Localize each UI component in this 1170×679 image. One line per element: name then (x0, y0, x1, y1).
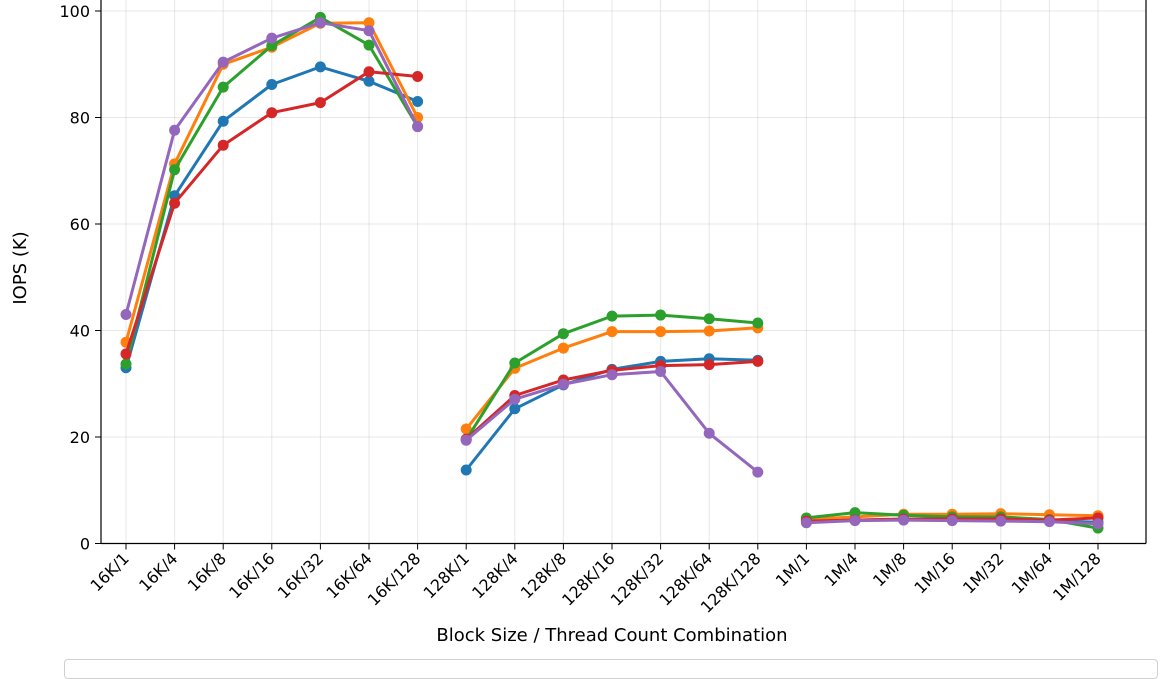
data-point (460, 464, 472, 476)
y-tick-label: 60 (70, 215, 90, 234)
grid (101, 0, 1146, 544)
data-point (703, 325, 715, 337)
series-layer (120, 11, 1104, 534)
x-tick-label: 1M/16 (910, 549, 959, 598)
data-point (266, 78, 278, 90)
data-point (752, 466, 764, 478)
x-tick-label: 1M/128 (1049, 549, 1105, 605)
data-point (509, 393, 521, 405)
series-5 (120, 17, 1104, 530)
data-point (412, 96, 424, 108)
data-point (460, 423, 472, 435)
x-tick-label: 16K/128 (364, 549, 425, 610)
data-point (412, 70, 424, 82)
data-point (217, 139, 229, 151)
data-point (606, 369, 618, 381)
data-point (606, 326, 618, 338)
y-tick-label: 40 (70, 322, 90, 341)
data-point (557, 342, 569, 354)
data-point (314, 97, 326, 109)
y-tick-label: 0 (80, 535, 90, 554)
data-point (266, 32, 278, 44)
data-point (169, 164, 181, 176)
data-point (460, 434, 472, 446)
data-point (363, 25, 375, 37)
y-axis-label: IOPS (K) (10, 231, 31, 304)
data-point (412, 121, 424, 133)
x-tick-label: 16K/4 (135, 549, 181, 595)
data-point (800, 517, 812, 529)
axes (100, 0, 1147, 545)
data-point (703, 359, 715, 371)
x-tick-label: 16K/1 (87, 549, 133, 595)
data-point (1043, 516, 1055, 528)
data-point (217, 56, 229, 68)
x-tick-label: 16K/16 (225, 549, 278, 602)
data-point (557, 378, 569, 390)
data-point (217, 115, 229, 127)
data-point (946, 515, 958, 527)
data-point (120, 358, 132, 370)
data-point (752, 317, 764, 329)
x-tick-label: 1M/32 (959, 549, 1008, 598)
legend (64, 659, 1158, 679)
data-point (509, 357, 521, 369)
data-point (703, 427, 715, 439)
data-point (314, 17, 326, 29)
data-point (363, 66, 375, 78)
data-point (509, 403, 521, 415)
data-point (217, 81, 229, 93)
x-tick-label: 1M/8 (869, 549, 910, 590)
data-point (655, 326, 667, 338)
data-point (898, 514, 910, 526)
data-point (120, 309, 132, 321)
x-tick-label: 128K/4 (468, 549, 521, 602)
data-point (169, 197, 181, 209)
y-tick-label: 20 (70, 428, 90, 447)
x-tick-label: 16K/32 (274, 549, 327, 602)
data-point (703, 313, 715, 325)
data-point (120, 348, 132, 360)
x-axis-label: Block Size / Thread Count Combination (436, 625, 787, 646)
y-tick-label: 80 (70, 109, 90, 128)
x-tick-label: 1M/1 (772, 549, 813, 590)
data-point (1092, 518, 1104, 530)
data-point (557, 328, 569, 340)
data-point (849, 515, 861, 527)
data-point (655, 366, 667, 378)
data-point (606, 310, 618, 322)
x-tick-label: 16K/8 (184, 549, 230, 595)
data-point (363, 39, 375, 51)
data-point (169, 124, 181, 136)
x-tick-label: 1M/4 (820, 549, 861, 590)
data-point (752, 355, 764, 367)
y-tick-label: 100 (59, 2, 90, 21)
data-point (363, 75, 375, 87)
data-point (995, 515, 1007, 527)
x-tick-label: 128K/1 (420, 549, 473, 602)
data-point (266, 107, 278, 119)
data-point (655, 309, 667, 321)
data-point (314, 61, 326, 73)
data-point (363, 17, 375, 29)
